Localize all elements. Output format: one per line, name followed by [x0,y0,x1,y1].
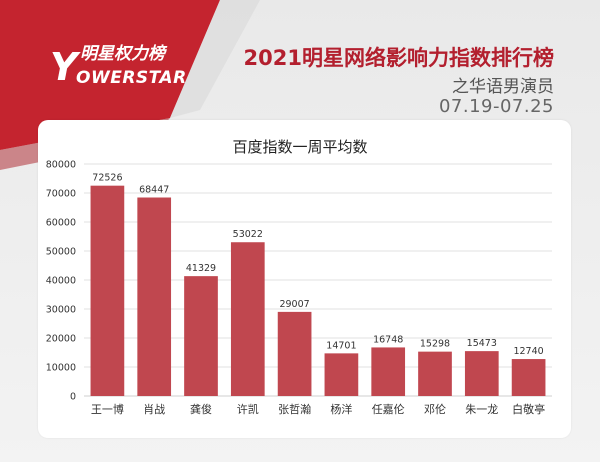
x-tick-label: 肖战 [143,402,165,416]
x-tick-label: 杨洋 [330,402,352,416]
page-subtitle: 之华语男演员 [452,77,554,97]
page-title: 2021明星网络影响力指数排行榜 [243,46,554,70]
x-tick-label: 任嘉伦 [372,402,405,416]
bar [324,353,359,396]
bar [277,311,312,396]
data-label: 14701 [326,340,356,351]
x-tick-label: 邓伦 [424,402,446,416]
y-tick-label: 0 [70,392,76,403]
bar [137,197,172,396]
logo-chinese-name: 明星权力榜 [80,44,165,64]
x-tick-label: 许凯 [237,403,259,416]
y-tick-label: 60000 [46,218,76,229]
bar [184,276,218,396]
y-tick-label: 10000 [46,363,76,374]
x-tick-label: 白敬亭 [512,402,545,416]
x-tick-label: 朱一龙 [465,403,498,416]
bar [511,359,546,396]
x-tick-label: 龚俊 [190,402,212,416]
data-label: 16748 [373,334,403,345]
y-tick-label: 80000 [46,160,76,171]
bar [418,351,452,396]
logo-y-glyph: Y [50,45,78,89]
bar [371,347,406,396]
data-label: 53022 [233,229,263,240]
date-range: 07.19-07.25 [438,96,554,117]
logo-english-name: OWERSTAR [76,68,187,88]
y-tick-label: 70000 [46,189,76,200]
y-tick-label: 40000 [46,276,76,287]
bar [90,185,125,396]
data-label: 12740 [513,346,543,357]
x-tick-label: 王一博 [91,403,124,416]
y-tick-label: 20000 [46,334,76,345]
data-label: 15298 [420,339,450,350]
x-tick-label: 张哲瀚 [278,402,311,416]
data-label: 15473 [467,338,497,349]
chart-title: 百度指数一周平均数 [232,138,368,156]
y-tick-label: 50000 [46,247,76,258]
data-label: 68447 [139,185,169,196]
y-tick-label: 30000 [46,305,76,316]
data-label: 72526 [92,173,122,184]
data-label: 29007 [279,299,309,310]
bar [230,242,265,396]
data-label: 41329 [186,263,216,274]
bar [464,351,499,396]
